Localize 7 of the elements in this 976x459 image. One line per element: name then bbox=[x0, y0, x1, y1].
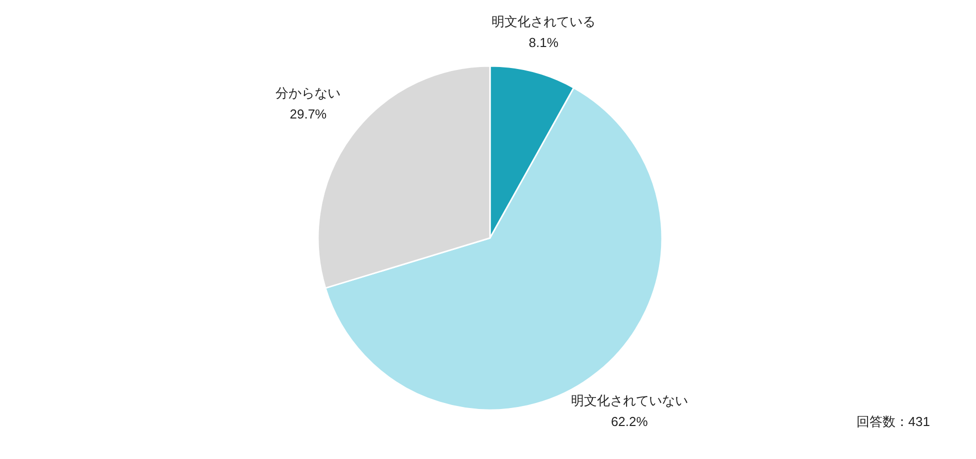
slice-label: 明文化されていない bbox=[570, 392, 688, 408]
text: 回答数：431 bbox=[856, 414, 930, 429]
data-label: 8.1% bbox=[528, 34, 559, 50]
data-label: 29.7% bbox=[290, 106, 328, 122]
slice-label: 明文化されている bbox=[492, 14, 596, 29]
slice-label: 分からない bbox=[276, 85, 341, 100]
data-label: 62.2% bbox=[610, 414, 648, 429]
